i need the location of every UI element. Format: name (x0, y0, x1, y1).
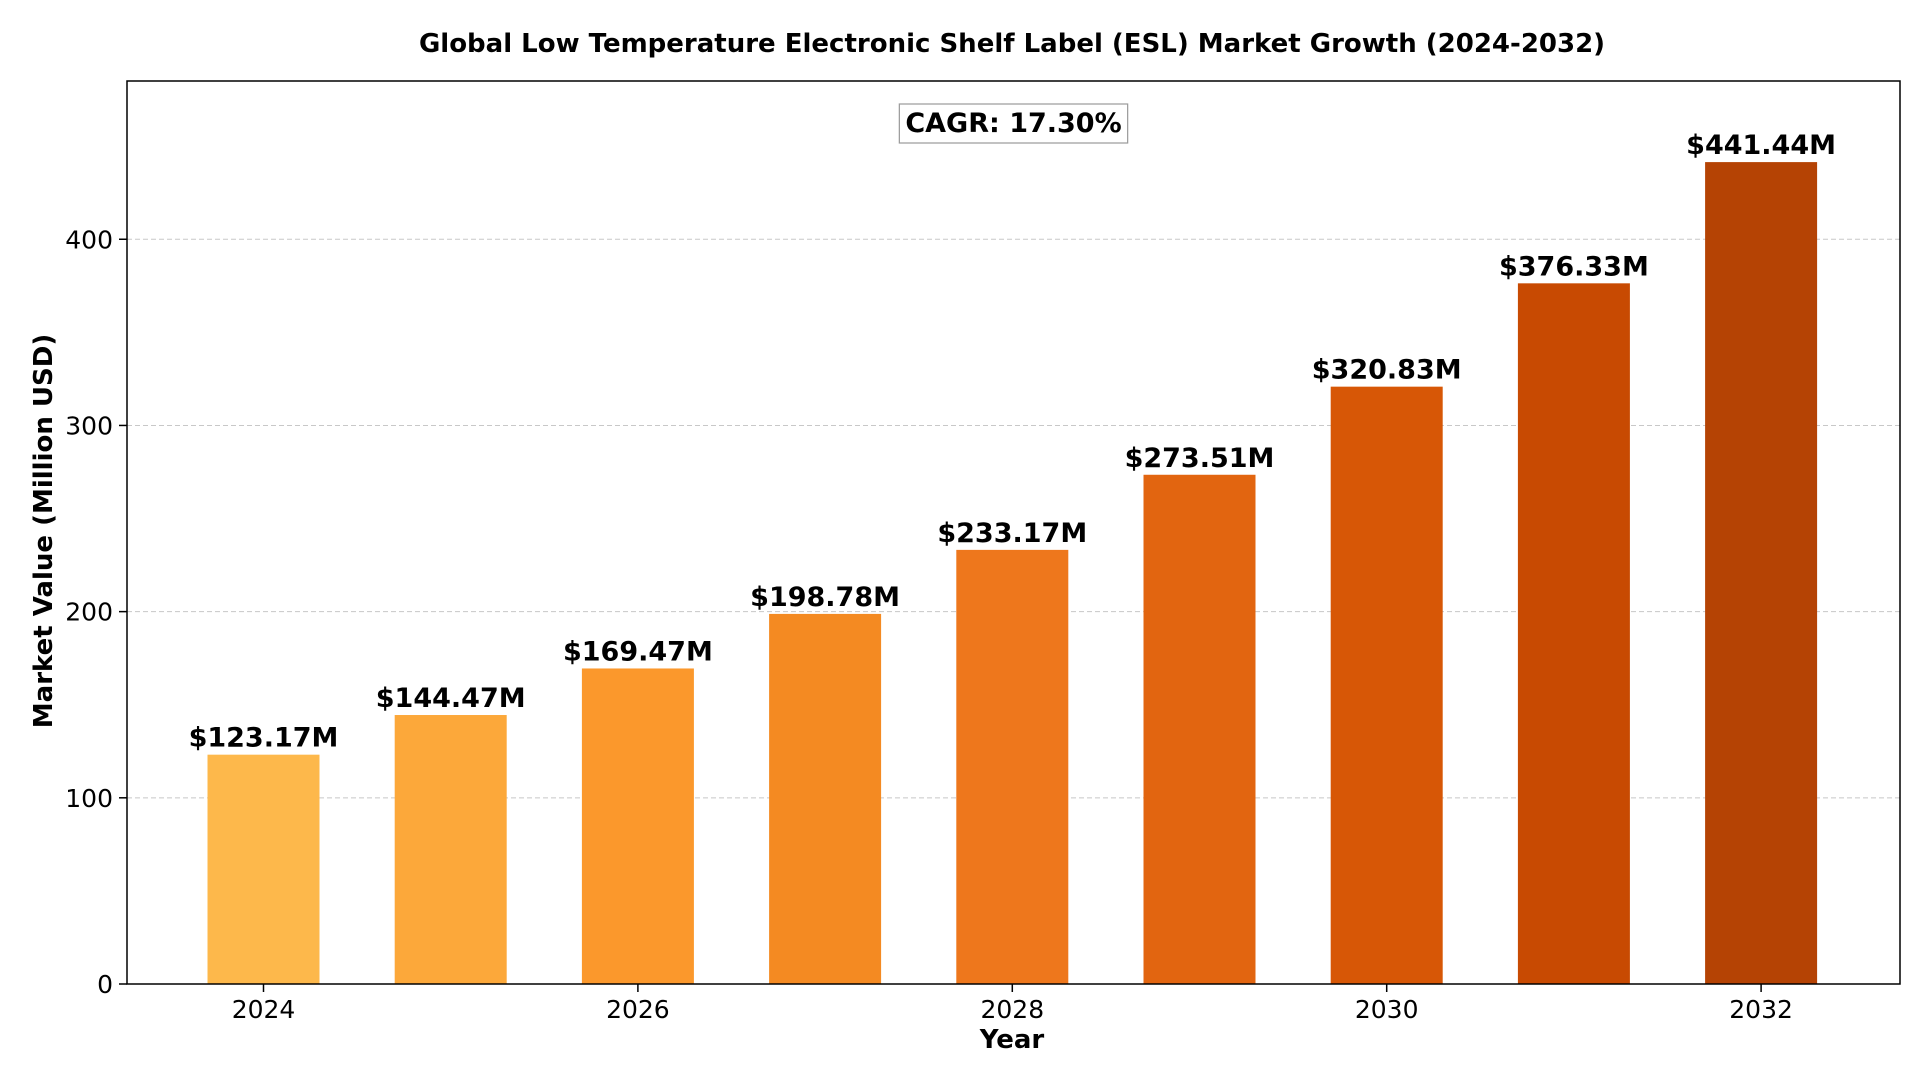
data-labels: $123.17M $144.47M $169.47M $198.78M $233.17M… (189, 130, 1836, 754)
bar-2024 (207, 754, 320, 984)
data-label-2026: $169.47M (563, 636, 713, 667)
cagr-text: CAGR: 17.30% (905, 108, 1121, 139)
cagr-box (898, 103, 1129, 144)
x-tick-label-2028: 2028 (980, 995, 1044, 1024)
data-label-2027: $198.78M (750, 582, 900, 613)
x-tick-label-2032: 2032 (1729, 995, 1793, 1024)
data-label-2030: $320.83M (1312, 355, 1462, 386)
x-axis-label: Year (979, 1025, 1045, 1055)
y-tick-label-0: 0 (97, 970, 113, 999)
data-label-2025: $144.47M (376, 683, 526, 714)
bar-2030 (1330, 386, 1443, 984)
bar-2028 (956, 549, 1069, 984)
y-tick-label-300: 300 (65, 411, 113, 440)
bar-2027 (769, 613, 882, 984)
x-axis-ticks: 2024 2026 2028 2030 2032 (232, 984, 1793, 1024)
data-label-2024: $123.17M (189, 723, 339, 754)
x-tick-label-2024: 2024 (232, 995, 296, 1024)
chart-title: Global Low Temperature Electronic Shelf … (419, 29, 1605, 59)
y-tick-label-100: 100 (65, 784, 113, 813)
x-tick-label-2030: 2030 (1355, 995, 1419, 1024)
y-axis-ticks: 0 100 200 300 400 (65, 225, 127, 999)
bar-2029 (1143, 474, 1256, 984)
y-tick-label-400: 400 (65, 225, 113, 254)
bar-2025 (394, 715, 507, 984)
y-tick-label-200: 200 (65, 598, 113, 627)
bar-2031 (1517, 283, 1630, 984)
plot-area-frame (126, 80, 1901, 985)
data-label-2028: $233.17M (937, 518, 1087, 549)
x-tick-label-2026: 2026 (606, 995, 670, 1024)
bars (207, 162, 1818, 985)
data-label-2029: $273.51M (1125, 443, 1275, 474)
bar-2026 (581, 668, 694, 984)
y-axis-label: Market Value (Million USD) (29, 334, 59, 728)
data-label-2031: $376.33M (1499, 251, 1649, 282)
data-label-2032: $441.44M (1686, 130, 1836, 161)
bar-2032 (1705, 162, 1818, 985)
cagr-annotation: CAGR: 17.30% (898, 103, 1129, 144)
